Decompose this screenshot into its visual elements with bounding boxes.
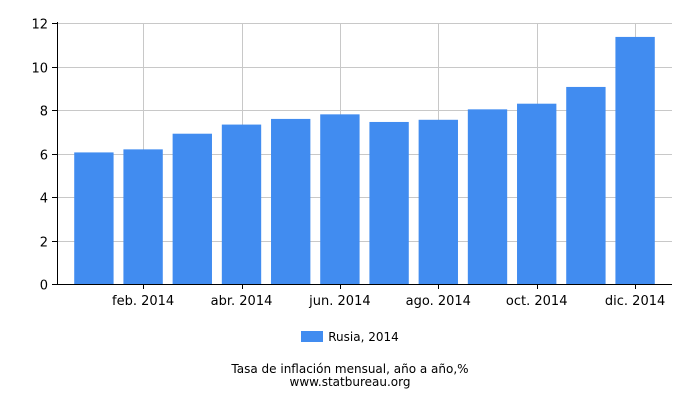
- legend: Rusia, 2014: [0, 330, 700, 344]
- legend-swatch: [301, 331, 324, 342]
- bar: [566, 86, 606, 284]
- y-tick-label: 4: [40, 192, 48, 207]
- y-tick-label: 12: [31, 18, 48, 33]
- x-tick-label: jun. 2014: [308, 294, 370, 309]
- x-tick-label: ago. 2014: [406, 294, 471, 309]
- y-tick-label: 8: [40, 105, 48, 120]
- bar-chart: 0 2 4 6 8 10 12 feb. 2014 abr. 2014 jun. 2014 ago…: [31, 18, 672, 309]
- bar: [467, 109, 508, 284]
- bar: [418, 119, 458, 284]
- chart-caption: Tasa de inflación mensual, año a año,% w…: [0, 363, 700, 389]
- chart-title: Tasa de inflación mensual, año a año,%: [231, 362, 469, 376]
- bar: [517, 103, 557, 284]
- bar: [271, 118, 311, 284]
- bar: [172, 133, 212, 284]
- y-tick-labels: 0 2 4 6 8 10 12: [31, 18, 48, 294]
- x-tick-label: feb. 2014: [112, 294, 174, 309]
- y-tick-label: 10: [31, 62, 48, 77]
- y-tick-label: 2: [40, 236, 48, 251]
- x-tick-labels: feb. 2014 abr. 2014 jun. 2014 ago. 2014 oct.…: [112, 294, 665, 309]
- bar: [74, 152, 114, 284]
- bar: [615, 36, 655, 284]
- bar: [320, 114, 360, 284]
- bar: [123, 149, 163, 284]
- x-tick-label: oct. 2014: [506, 294, 568, 309]
- bars: [74, 36, 655, 285]
- bar: [369, 121, 409, 285]
- x-tick-label: dic. 2014: [605, 294, 665, 309]
- y-tick-label: 6: [40, 149, 48, 164]
- axes: [52, 22, 672, 289]
- source-url[interactable]: www.statbureau.org: [289, 375, 411, 389]
- legend-label: Rusia, 2014: [328, 330, 399, 344]
- bar: [221, 124, 262, 284]
- y-tick-label: 0: [40, 279, 48, 294]
- x-tick-label: abr. 2014: [211, 294, 273, 309]
